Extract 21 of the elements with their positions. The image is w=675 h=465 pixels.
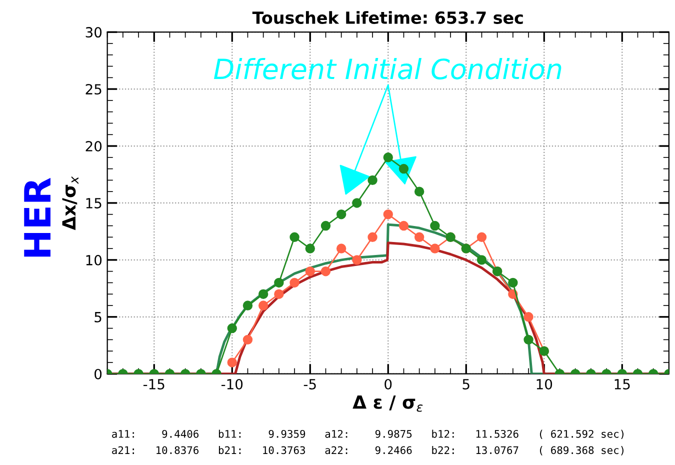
y-tick-label: 0	[94, 368, 102, 380]
chart-title: Touschek Lifetime: 653.7 sec	[252, 11, 523, 24]
text: HER	[24, 178, 50, 257]
x-tick-label: -10	[221, 378, 243, 390]
y-tick-label: 10	[86, 254, 102, 266]
x-tick-label: 0	[384, 378, 392, 390]
x-tick-label: 15	[614, 379, 630, 390]
y-tick-label: 20	[86, 140, 102, 152]
y-tick-label: 25	[86, 84, 102, 95]
x-tick-label: 10	[536, 378, 552, 390]
x-tick-label: 5	[462, 379, 470, 390]
text: a11: 9.4406 b11: 9.9359 a12: 9.9875 b12: 11.5326 ( 621.592 sec)	[112, 430, 624, 440]
y-tick-label: 15	[86, 198, 102, 208]
y-tick-label: 5	[94, 312, 102, 322]
x-tick-label: -5	[304, 379, 316, 390]
x-tick-label: -15	[143, 379, 164, 390]
y-axis-title: Δx/σ$_{x}$	[62, 176, 78, 230]
x-axis-title: Δ ε / σ$_{ε}$	[352, 395, 423, 412]
text: a21: 10.8376 b21: 10.3763 a22: 9.2466 b22: 13.0767 ( 689.368 sec)	[112, 446, 624, 456]
annotation: Different Initial Condition	[214, 58, 562, 80]
y-tick-label: 30	[86, 27, 102, 38]
